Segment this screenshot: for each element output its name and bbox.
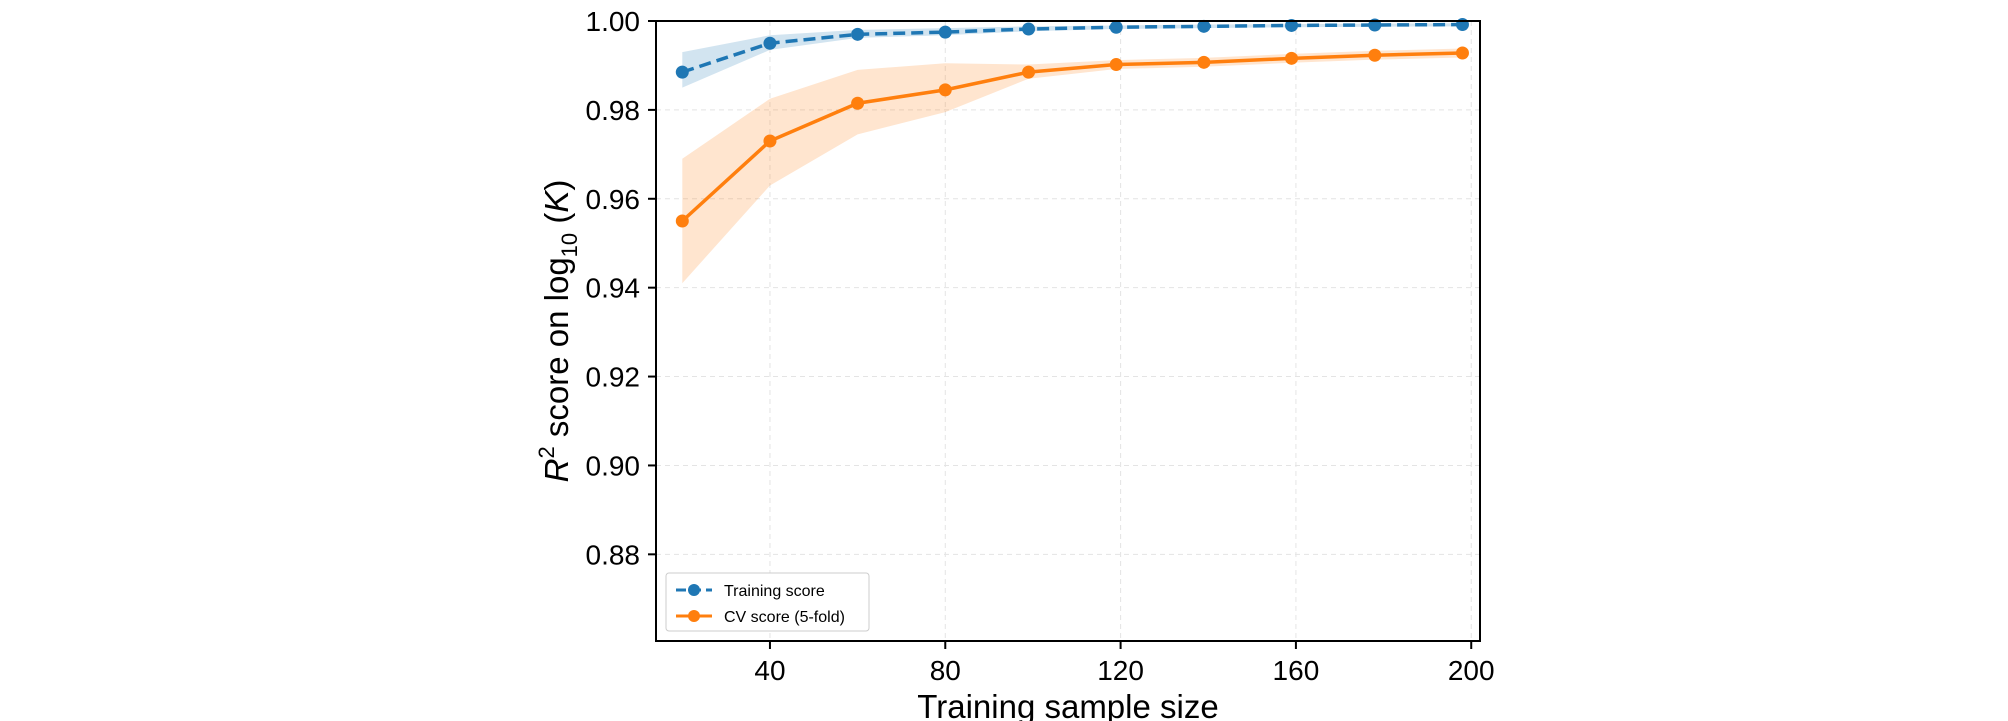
data-point-training: [1197, 19, 1211, 33]
y-label-r: R: [538, 459, 575, 483]
y-label-close: ): [538, 180, 575, 191]
x-tick-label: 80: [930, 655, 961, 686]
confidence-bands: [682, 23, 1463, 284]
data-point-training: [1022, 22, 1036, 36]
y-label-var: K: [538, 189, 575, 213]
series-lines: [681, 22, 1463, 223]
data-point-training: [938, 25, 952, 39]
legend-marker-cv: [688, 610, 700, 622]
legend-box: [665, 572, 870, 632]
data-point-cv: [851, 96, 865, 110]
data-point-cv: [1455, 46, 1469, 60]
grid-lines: [656, 20, 1480, 641]
data-point-training: [763, 36, 777, 50]
data-point-cv: [675, 214, 689, 228]
y-tick-label: 0.98: [586, 95, 641, 126]
legend-label-cv: CV score (5-fold): [724, 609, 845, 626]
data-point-training: [675, 65, 689, 79]
y-axis-label: R2 score on log10 (K): [534, 180, 582, 483]
y-tick-label: 0.90: [586, 450, 641, 481]
x-tick-label: 120: [1097, 655, 1144, 686]
x-tick-label: 40: [754, 655, 785, 686]
data-point-training: [1109, 20, 1123, 34]
y-tick-label: 0.94: [586, 273, 641, 304]
data-point-training: [851, 27, 865, 41]
y-label-mid: score on log: [538, 257, 575, 446]
legend: Training score CV score (5-fold): [665, 572, 870, 632]
series-line-cv: [681, 51, 1463, 223]
y-tick-label: 0.96: [586, 184, 641, 215]
y-tick-label: 0.88: [586, 539, 641, 570]
data-point-cv: [1285, 51, 1299, 65]
band-cv: [682, 48, 1463, 284]
axis-ticks: 40 80 120 160 200 0.88 0.90 0.92 0.94 0.96 0.98 1.0…: [586, 6, 1495, 686]
y-label-open: (: [538, 213, 575, 233]
data-point-cv: [1197, 55, 1211, 69]
y-label-sub: 10: [557, 233, 582, 257]
data-point-cv: [1109, 58, 1123, 72]
data-point-cv: [763, 134, 777, 148]
data-point-cv: [1368, 48, 1382, 62]
y-label-sup: 2: [534, 446, 559, 458]
legend-marker-training: [688, 584, 700, 596]
series-line-training: [681, 22, 1463, 74]
y-tick-label: 1.00: [586, 6, 641, 37]
data-point-training: [1285, 18, 1299, 32]
data-point-cv: [1022, 65, 1036, 79]
series-markers: [675, 18, 1469, 228]
legend-label-training: Training score: [724, 583, 825, 600]
x-axis-label: Training sample size: [917, 688, 1218, 721]
x-tick-label: 160: [1273, 655, 1320, 686]
plot-frame: [655, 20, 1481, 642]
data-point-cv: [938, 83, 952, 97]
x-tick-label: 200: [1448, 655, 1495, 686]
y-tick-label: 0.92: [586, 362, 641, 393]
